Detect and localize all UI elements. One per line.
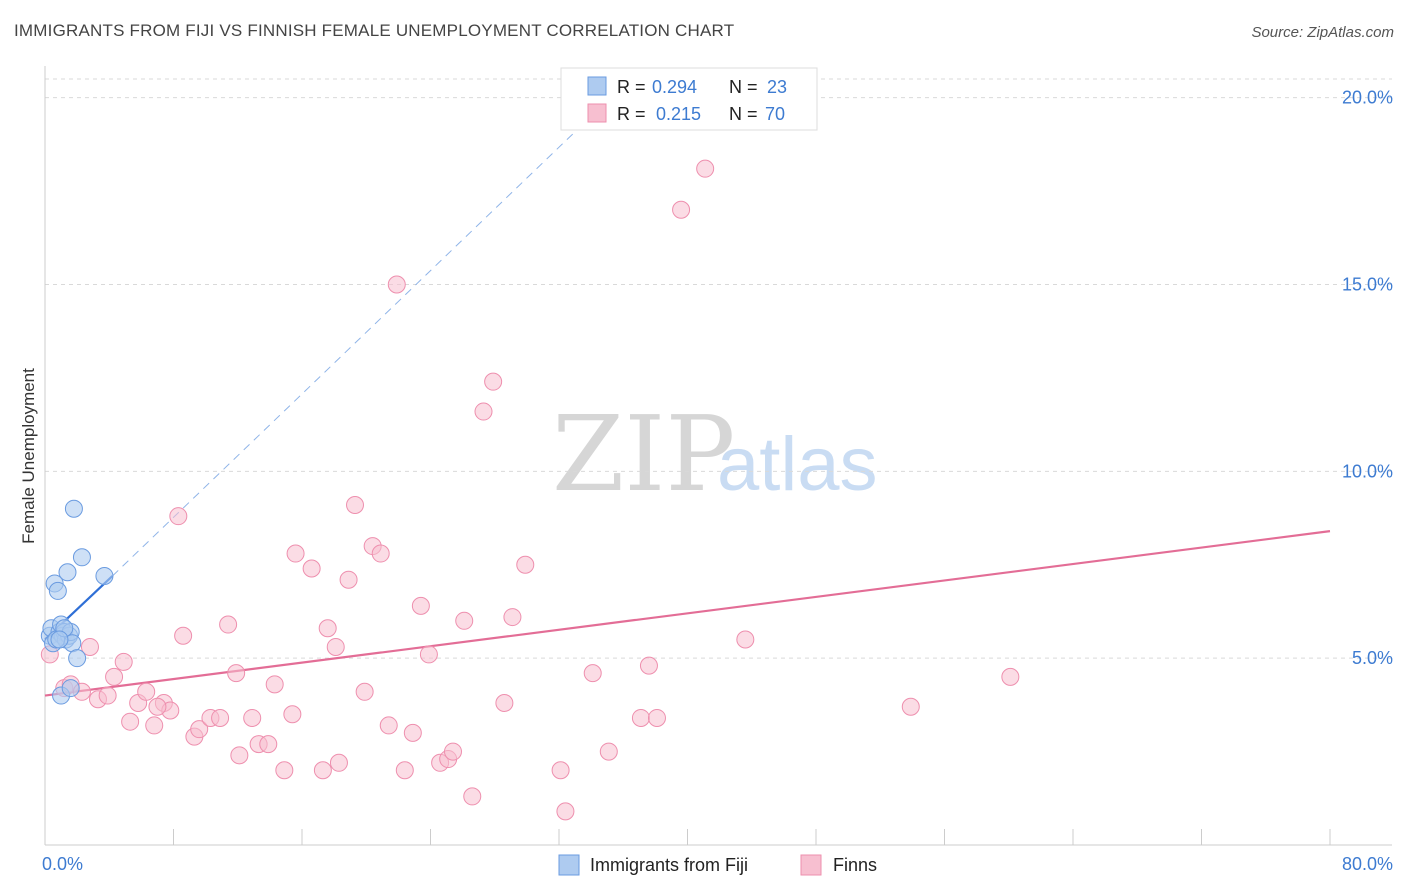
legend-finns-r-label: R =: [617, 104, 646, 124]
point-finns-55: [503, 608, 522, 627]
point-finns-33: [318, 619, 337, 638]
point-finns-42: [387, 275, 406, 294]
point-finns-58: [556, 802, 575, 821]
legend-swatch-finns: [587, 103, 607, 123]
chart-title: IMMIGRANTS FROM FIJI VS FINNISH FEMALE U…: [14, 21, 735, 40]
legend-fiji-r-value: 0.294: [652, 77, 697, 97]
x-tick-label-0: 0.0%: [42, 854, 83, 874]
point-fiji-22: [50, 630, 69, 649]
point-finns-16: [174, 626, 193, 645]
source-credit: Source: ZipAtlas.com: [1251, 24, 1394, 41]
point-finns-4: [80, 637, 99, 656]
watermark-zip: ZIP: [552, 393, 735, 515]
point-finns-15: [169, 507, 188, 526]
point-finns-7: [105, 667, 124, 686]
point-finns-35: [329, 753, 348, 772]
point-finns-8: [114, 652, 133, 671]
watermark-atlas: atlas: [717, 422, 878, 507]
point-finns-53: [484, 372, 503, 391]
point-finns-28: [275, 761, 294, 780]
point-fiji-14: [64, 499, 83, 518]
point-finns-27: [265, 675, 284, 694]
correlation-legend: R = 0.294 N = 23 R = 0.215 N = 70: [560, 67, 818, 131]
point-finns-59: [583, 664, 602, 683]
y-tick-label-5: 5.0%: [1352, 648, 1393, 668]
trend-line-fiji-extension: [112, 116, 592, 577]
point-finns-64: [672, 200, 691, 219]
point-finns-61: [631, 708, 650, 727]
point-finns-21: [219, 615, 238, 634]
legend-finns-r-value: 0.215: [656, 104, 701, 124]
point-finns-36: [339, 570, 358, 589]
point-finns-12: [145, 716, 164, 735]
legend-fiji-r-label: R =: [617, 77, 646, 97]
point-finns-34: [326, 637, 345, 656]
y-tick-label-15: 15.0%: [1342, 275, 1393, 295]
legend-finns-n-value: 70: [765, 104, 785, 124]
y-axis-label: Female Unemployment: [19, 368, 38, 544]
y-tick-label-20: 20.0%: [1342, 88, 1393, 108]
point-finns-51: [463, 787, 482, 806]
point-fiji-15: [68, 649, 87, 668]
point-finns-68: [1001, 667, 1020, 686]
point-finns-69: [148, 697, 167, 716]
point-finns-44: [403, 723, 422, 742]
legend-finns-n-label: N =: [729, 104, 758, 124]
point-fiji-17: [95, 566, 114, 585]
point-finns-56: [516, 555, 535, 574]
point-finns-66: [736, 630, 755, 649]
point-fiji-10: [58, 563, 77, 582]
legend-fiji-n-value: 23: [767, 77, 787, 97]
point-finns-67: [901, 697, 920, 716]
point-finns-50: [455, 611, 474, 630]
point-finns-22: [227, 664, 246, 683]
point-finns-65: [696, 159, 715, 178]
point-fiji-16: [72, 548, 91, 567]
point-finns-29: [283, 705, 302, 724]
point-finns-52: [474, 402, 493, 421]
bottom-legend-swatch-fiji: [558, 854, 580, 876]
point-fiji-4: [48, 581, 67, 600]
point-fiji-19: [61, 679, 80, 698]
point-finns-40: [371, 544, 390, 563]
point-finns-32: [313, 761, 332, 780]
legend-fiji-n-label: N =: [729, 77, 758, 97]
point-finns-31: [302, 559, 321, 578]
point-finns-37: [346, 495, 365, 514]
series-legend: Immigrants from Fiji Finns: [558, 854, 877, 876]
x-tick-label-80: 80.0%: [1342, 854, 1393, 874]
point-finns-49: [443, 742, 462, 761]
point-finns-45: [411, 596, 430, 615]
point-finns-26: [259, 735, 278, 754]
point-finns-62: [639, 656, 658, 675]
legend-swatch-fiji: [587, 76, 607, 96]
point-finns-11: [137, 682, 156, 701]
point-finns-63: [647, 708, 666, 727]
point-finns-38: [355, 682, 374, 701]
point-finns-30: [286, 544, 305, 563]
point-finns-23: [230, 746, 249, 765]
point-finns-43: [395, 761, 414, 780]
y-tick-label-10: 10.0%: [1342, 461, 1393, 481]
point-finns-54: [495, 694, 514, 713]
trend-line-finns: [44, 530, 1331, 697]
point-finns-18: [190, 720, 209, 739]
point-finns-46: [419, 645, 438, 664]
point-finns-24: [243, 708, 262, 727]
point-finns-6: [98, 686, 117, 705]
gridlines: [45, 78, 1392, 659]
point-finns-57: [551, 761, 570, 780]
bottom-legend-finns: Finns: [833, 855, 877, 875]
data-points: [40, 159, 1020, 821]
point-finns-60: [599, 742, 618, 761]
bottom-legend-fiji: Immigrants from Fiji: [590, 855, 748, 875]
bottom-legend-swatch-finns: [800, 854, 822, 876]
point-finns-41: [379, 716, 398, 735]
point-finns-9: [121, 712, 140, 731]
axes: 5.0% 10.0% 15.0% 20.0% 0.0% 80.0%: [42, 66, 1393, 874]
point-finns-20: [211, 708, 230, 727]
